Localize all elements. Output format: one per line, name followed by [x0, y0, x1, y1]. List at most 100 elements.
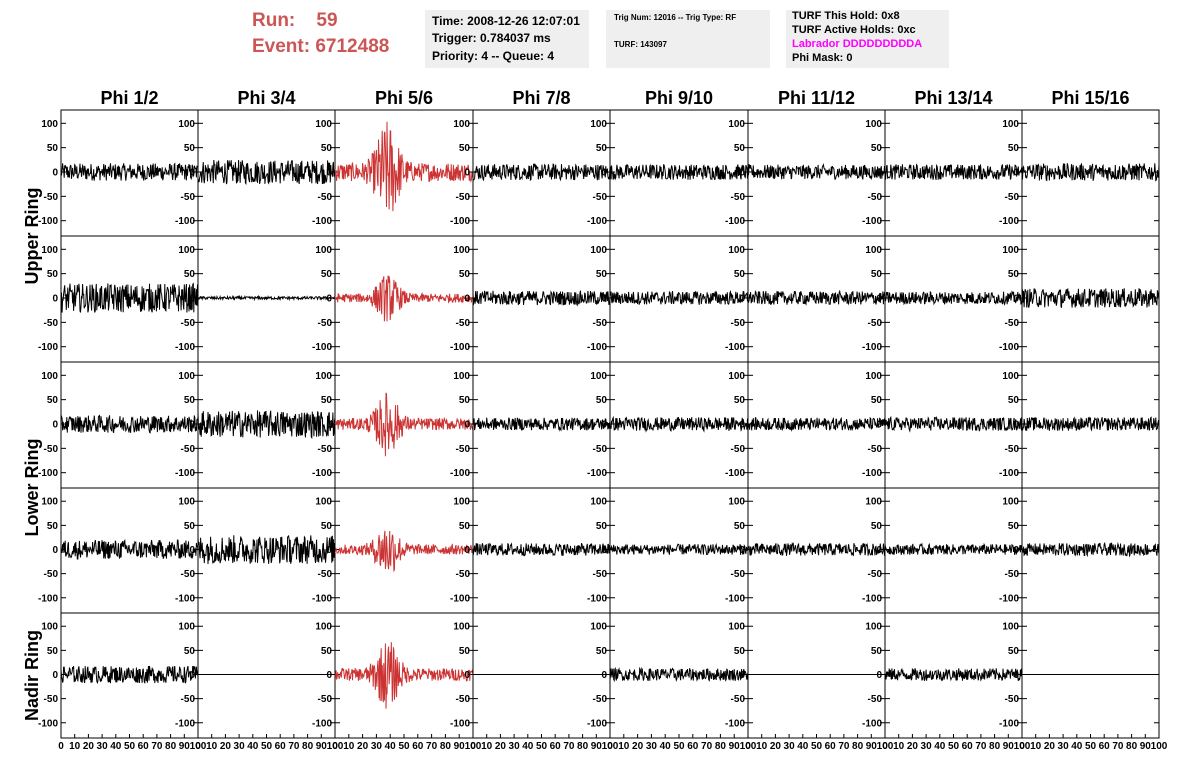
y-tick-label: 100 [453, 371, 470, 382]
y-tick-label: -50 [318, 694, 333, 705]
y-tick-label: -50 [456, 444, 471, 455]
x-tick-label: 70 [838, 741, 850, 752]
y-tick-label: -100 [862, 216, 882, 227]
x-tick-label: 50 [536, 741, 548, 752]
y-tick-label: 100 [41, 497, 58, 508]
y-tick-label: -100 [725, 468, 745, 479]
y-tick-label: 100 [865, 371, 882, 382]
y-tick-label: 50 [1008, 269, 1020, 280]
y-tick-label: 100 [1002, 622, 1019, 633]
y-tick-label: -100 [862, 593, 882, 604]
ring-label: Lower Ring [22, 439, 42, 537]
y-tick-label: 100 [453, 497, 470, 508]
event-line: Event: 6712488 [252, 34, 422, 60]
y-tick-label: 100 [728, 371, 745, 382]
y-tick-label: 50 [734, 646, 746, 657]
y-tick-label: -100 [862, 342, 882, 353]
y-tick-label: -100 [312, 216, 332, 227]
x-tick-label: 20 [770, 741, 782, 752]
x-tick-label: 80 [852, 741, 864, 752]
y-tick-label: -50 [731, 569, 746, 580]
x-tick-label: 20 [1044, 741, 1056, 752]
y-tick-label: -100 [312, 593, 332, 604]
x-tick-label: 40 [934, 741, 946, 752]
run-event-block: Run: 59 Event: 6712488 [252, 8, 422, 60]
y-tick-label: 50 [321, 143, 333, 154]
y-tick-label: 0 [601, 168, 607, 179]
x-tick-label: 100 [465, 741, 482, 752]
y-tick-label: -50 [593, 318, 608, 329]
x-tick-label: 40 [797, 741, 809, 752]
y-tick-label: 50 [321, 646, 333, 657]
waveform-trace [609, 415, 749, 433]
y-tick-label: 100 [315, 245, 332, 256]
x-tick-label: 20 [907, 741, 919, 752]
y-tick-label: 50 [734, 521, 746, 532]
x-tick-label: 90 [1140, 741, 1152, 752]
y-tick-label: -50 [318, 192, 333, 203]
x-tick-label: 90 [729, 741, 741, 752]
x-tick-label: 30 [646, 741, 658, 752]
y-tick-label: -50 [1005, 444, 1020, 455]
run-label: Run: [252, 10, 296, 31]
y-tick-label: 0 [1013, 168, 1019, 179]
y-tick-label: 0 [464, 168, 470, 179]
y-tick-label: -100 [175, 718, 195, 729]
y-tick-label: 0 [52, 420, 58, 431]
x-tick-label: 100 [190, 741, 207, 752]
waveform-trace [60, 282, 199, 313]
y-tick-label: -100 [999, 216, 1019, 227]
waveform-trace [747, 289, 886, 306]
y-tick-label: -50 [318, 318, 333, 329]
y-tick-label: 50 [47, 521, 59, 532]
y-tick-label: 50 [459, 269, 471, 280]
y-tick-label: 0 [601, 545, 607, 556]
y-tick-label: 100 [178, 119, 195, 130]
y-tick-label: 50 [596, 269, 608, 280]
x-tick-label: 80 [440, 741, 452, 752]
y-tick-label: 0 [739, 294, 745, 305]
y-tick-label: 50 [184, 269, 196, 280]
y-tick-label: 0 [326, 545, 332, 556]
y-tick-label: -50 [1005, 694, 1020, 705]
waveform-trace [747, 541, 886, 557]
y-tick-label: 50 [734, 143, 746, 154]
x-tick-label: 50 [1085, 741, 1097, 752]
y-tick-label: 50 [321, 395, 333, 406]
y-tick-label: -100 [312, 342, 332, 353]
x-tick-label: 90 [591, 741, 603, 752]
y-tick-label: -100 [38, 593, 58, 604]
x-tick-label: 100 [740, 741, 757, 752]
active-holds-text: TURF Active Holds: 0xc [792, 24, 916, 36]
y-tick-label: -100 [999, 718, 1019, 729]
waveform-trace [884, 542, 1023, 556]
labrador-text: Labrador DDDDDDDDDA [792, 38, 923, 50]
waveform-trace [472, 542, 611, 557]
y-tick-label: 0 [52, 294, 58, 305]
y-tick-label: -100 [312, 468, 332, 479]
x-tick-label: 10 [206, 741, 218, 752]
waveform-trace [884, 667, 1023, 682]
y-tick-label: 100 [453, 245, 470, 256]
x-tick-label: 0 [470, 741, 476, 752]
y-tick-label: 0 [601, 670, 607, 681]
x-tick-label: 100 [1151, 741, 1168, 752]
waveform-trace [197, 534, 336, 565]
x-tick-label: 20 [632, 741, 644, 752]
y-tick-label: -100 [450, 216, 470, 227]
y-tick-label: 50 [871, 269, 883, 280]
waveform-trace [1021, 416, 1160, 432]
y-tick-label: 0 [464, 670, 470, 681]
y-tick-label: 0 [739, 168, 745, 179]
y-tick-label: 100 [590, 622, 607, 633]
y-tick-label: 0 [326, 294, 332, 305]
x-tick-label: 50 [673, 741, 685, 752]
y-tick-label: 100 [1002, 497, 1019, 508]
y-tick-label: -50 [456, 192, 471, 203]
x-tick-label: 60 [962, 741, 974, 752]
x-tick-label: 10 [756, 741, 768, 752]
y-tick-label: -50 [868, 192, 883, 203]
y-tick-label: -100 [587, 216, 607, 227]
y-tick-label: 0 [876, 294, 882, 305]
y-tick-label: -100 [725, 718, 745, 729]
